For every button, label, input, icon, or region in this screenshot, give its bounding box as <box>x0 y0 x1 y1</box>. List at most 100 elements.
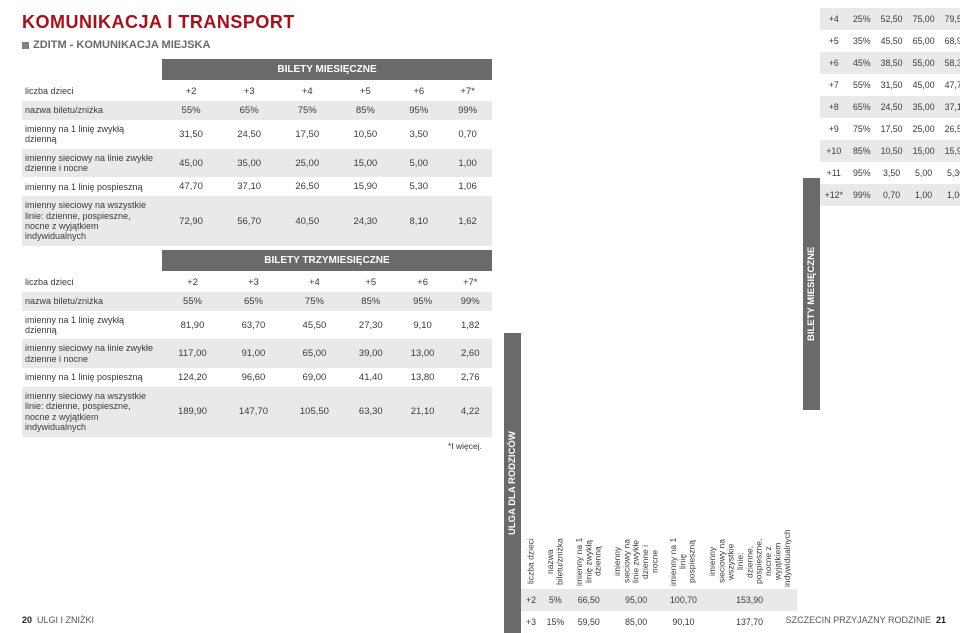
cell: 99% <box>848 184 876 206</box>
cell: 47,70 <box>162 177 220 196</box>
table-row: +535%45,5065,0068,90105,30 <box>820 30 960 52</box>
cell-label: imienny na 1 linię zwykłą dzienną <box>22 311 162 340</box>
cell: 37,10 <box>220 177 278 196</box>
footer-left: 20 ULGI I ZNIŻKI <box>22 615 94 625</box>
cell: 15,00 <box>908 140 940 162</box>
cell: +3 <box>223 273 284 292</box>
cell: 1,62 <box>443 196 492 245</box>
cell: +10 <box>820 140 848 162</box>
table-row: +425%52,5075,0079,50121,50 <box>820 8 960 30</box>
cell: 5,30 <box>394 177 443 196</box>
cell: +7* <box>448 273 492 292</box>
cell: 8,10 <box>394 196 443 245</box>
cell: 26,50 <box>278 177 336 196</box>
cell: +11 <box>820 162 848 184</box>
cell: 25,00 <box>908 118 940 140</box>
cell: 45,00 <box>908 74 940 96</box>
cell-label: imienny na 1 linię pospieszną <box>22 368 162 387</box>
cell: +3 <box>220 82 278 101</box>
rot-label: liczba dzieci <box>521 534 541 589</box>
cell: 100,70 <box>664 589 702 611</box>
cell: 147,70 <box>223 387 284 436</box>
cell: 37,10 <box>940 96 960 118</box>
cell: +2 <box>162 273 223 292</box>
page-title: KOMUNIKACJA I TRANSPORT <box>22 12 492 33</box>
table-row: imienny sieciowy na linie zwykłe dzienne… <box>22 339 492 368</box>
table-row: +865%24,5035,0037,1056,70 <box>820 96 960 118</box>
cell: 10,50 <box>876 140 908 162</box>
left-column: KOMUNIKACJA I TRANSPORT ZDITM - KOMUNIKA… <box>0 0 502 633</box>
cell: 25,00 <box>278 149 336 178</box>
table-row: liczba dzieci nazwa biletu/zniżka imienn… <box>521 534 797 589</box>
cell: 27,30 <box>345 311 397 340</box>
cell: 24,50 <box>876 96 908 118</box>
page-spread: KOMUNIKACJA I TRANSPORT ZDITM - KOMUNIKA… <box>0 0 960 633</box>
cell-label: nazwa biletu/zniżka <box>22 292 162 311</box>
cell: 13,00 <box>397 339 449 368</box>
cell: 15,00 <box>336 149 394 178</box>
right-monthly-table: +425%52,5075,0079,50121,50 +535%45,5065,… <box>820 8 960 206</box>
cell: 95% <box>848 162 876 184</box>
square-icon <box>22 42 29 49</box>
table-row: imienny na 1 linię zwykłą dzienną 31,502… <box>22 120 492 149</box>
cell: 58,30 <box>940 52 960 74</box>
cell: 99% <box>443 101 492 120</box>
cell: 55% <box>162 292 223 311</box>
table-row: +755%31,5045,0047,7072,90 <box>820 74 960 96</box>
cell: 81,90 <box>162 311 223 340</box>
table-row: imienny sieciowy na wszystkie linie: dzi… <box>22 387 492 436</box>
cell: 69,00 <box>284 368 345 387</box>
section-header-monthly: BILETY MIESIĘCZNE <box>162 59 492 80</box>
cell: 47,70 <box>940 74 960 96</box>
cell: 2,60 <box>448 339 492 368</box>
cell: 124,20 <box>162 368 223 387</box>
vlabel-monthly: BILETY MIESIĘCZNE <box>803 178 820 410</box>
section-header-quarterly: BILETY TRZYMIESIĘCZNE <box>162 250 492 271</box>
cell: 153,90 <box>703 589 797 611</box>
cell: 0,70 <box>876 184 908 206</box>
table-row: +645%38,5055,0058,3089,10 <box>820 52 960 74</box>
cell: 96,60 <box>223 368 284 387</box>
cell: +6 <box>820 52 848 74</box>
cell: 189,90 <box>162 387 223 436</box>
cell: 68,90 <box>940 30 960 52</box>
cell: 63,70 <box>223 311 284 340</box>
cell: +2 <box>521 589 541 611</box>
cell: 41,40 <box>345 368 397 387</box>
cell: 15,90 <box>336 177 394 196</box>
cell: 1,82 <box>448 311 492 340</box>
quarterly-table: liczba dzieci +2+3+4+5+6+7* nazwa biletu… <box>22 273 492 437</box>
cell: 15,90 <box>940 140 960 162</box>
cell: 65,00 <box>284 339 345 368</box>
table-row: imienny na 1 linię pospieszną 124,2096,6… <box>22 368 492 387</box>
cell: +6 <box>397 273 449 292</box>
cell: 75% <box>284 292 345 311</box>
cell: 72,90 <box>162 196 220 245</box>
cell: 85% <box>336 101 394 120</box>
cell: 5% <box>541 589 570 611</box>
table-row: imienny sieciowy na wszystkie linie: dzi… <box>22 196 492 245</box>
cell: 25% <box>848 8 876 30</box>
cell: 4,22 <box>448 387 492 436</box>
cell: +2 <box>162 82 220 101</box>
cell: 1,06 <box>940 184 960 206</box>
cell: +4 <box>820 8 848 30</box>
cell: 95% <box>394 101 443 120</box>
cell: 85% <box>345 292 397 311</box>
cell: 105,50 <box>284 387 345 436</box>
cell: 31,50 <box>162 120 220 149</box>
rot-label: nazwa biletu/zniżka <box>541 534 570 589</box>
footer-right: SZCZECIN PRZYJAZNY RODZINIE 21 <box>786 615 946 625</box>
cell: 0,70 <box>443 120 492 149</box>
right-column: ULGA DLA RODZICÓW liczba dzieci nazwa bi… <box>502 0 960 633</box>
cell: 45,50 <box>284 311 345 340</box>
cell: 65% <box>220 101 278 120</box>
cell: 3,50 <box>876 162 908 184</box>
table-row: +1085%10,5015,0015,9024,30 <box>820 140 960 162</box>
table-row: +2 5% 66,50 95,00 100,70 153,90 <box>521 589 797 611</box>
cell: 117,00 <box>162 339 223 368</box>
table-row: +1195%3,505,005,308,10 <box>820 162 960 184</box>
cell: 63,30 <box>345 387 397 436</box>
cell: +4 <box>278 82 336 101</box>
rot-label: imienny na 1 linię zwykłą dzienną <box>570 534 608 589</box>
